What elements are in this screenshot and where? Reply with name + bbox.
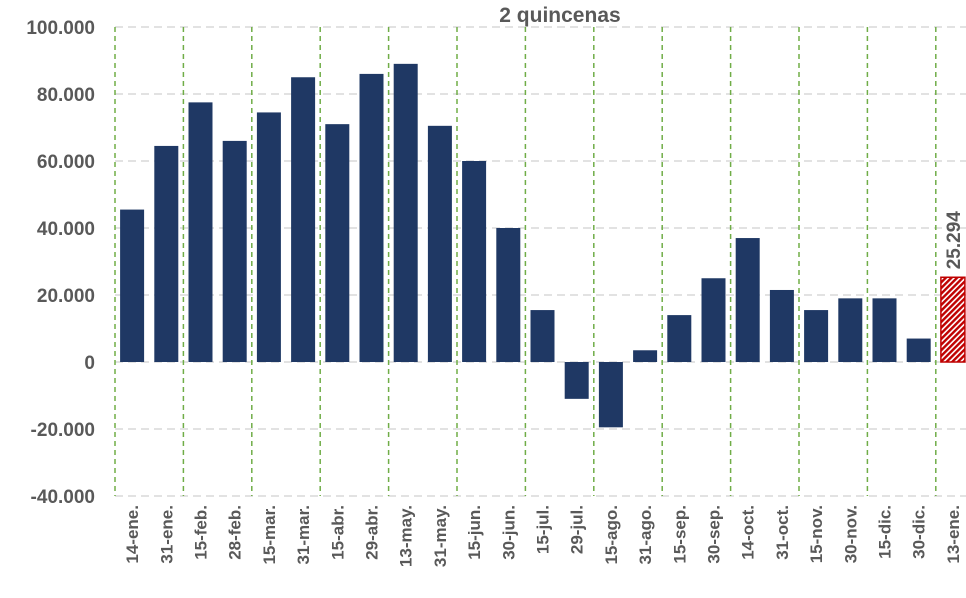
x-tick-label: 30-nov. <box>841 505 860 563</box>
bar <box>838 298 863 362</box>
x-tick-label: 15-ago. <box>602 505 621 565</box>
bar <box>667 315 692 362</box>
y-tick-label: 40.000 <box>37 219 95 240</box>
x-tick-label: 30-dic. <box>910 505 929 559</box>
bar <box>804 310 829 362</box>
x-tick-label: 13-ene. <box>944 505 963 564</box>
bar <box>633 350 658 362</box>
bar <box>325 124 350 363</box>
bar <box>462 161 487 362</box>
y-tick-label: 80.000 <box>37 85 95 106</box>
y-tick-label: 60.000 <box>37 152 95 173</box>
x-tick-label: 15-mar. <box>260 505 279 565</box>
x-tick-label: 15-sep. <box>670 505 689 564</box>
bar <box>564 362 589 399</box>
x-tick-label: 30-jun. <box>499 505 518 560</box>
x-tick-label: 14-ene. <box>123 505 142 564</box>
bar <box>906 338 931 362</box>
y-tick-label: 0 <box>84 353 95 374</box>
x-tick-label: 14-oct. <box>739 505 758 560</box>
bar <box>154 145 179 362</box>
bar <box>735 238 760 362</box>
bar <box>256 112 281 362</box>
x-tick-label: 28-feb. <box>226 505 245 560</box>
bar <box>120 209 145 362</box>
bar <box>427 125 452 362</box>
bar <box>872 298 897 362</box>
x-tick-label: 15-dic. <box>876 505 895 559</box>
x-tick-label: 31-may. <box>431 505 450 567</box>
x-tick-label: 30-sep. <box>705 505 724 564</box>
x-tick-label: 29-jul. <box>568 505 587 554</box>
bar <box>291 77 316 362</box>
bar <box>530 310 555 362</box>
bar <box>769 289 794 362</box>
y-tick-label: 100.000 <box>26 18 95 39</box>
x-tick-label: 13-may. <box>397 505 416 567</box>
x-tick-label: 31-oct. <box>773 505 792 560</box>
x-tick-label: 31-mar. <box>294 505 313 565</box>
bar <box>222 140 247 362</box>
x-tick-label: 15-jul. <box>534 505 553 554</box>
x-tick-label: 15-jun. <box>465 505 484 560</box>
x-tick-label: 29-abr. <box>363 505 382 560</box>
bar <box>496 228 521 362</box>
x-tick-label: 15-nov. <box>807 505 826 563</box>
x-tick-label: 31-ene. <box>157 505 176 564</box>
x-tick-label: 15-abr. <box>328 505 347 560</box>
bar <box>701 278 726 362</box>
bar <box>188 102 213 362</box>
value-label: 25.294 <box>944 211 965 270</box>
bar <box>598 362 623 428</box>
chart-title: 2 quincenas <box>499 4 620 27</box>
x-tick-label: 15-feb. <box>192 505 211 560</box>
y-tick-label: -40.000 <box>31 487 95 508</box>
x-tick-label: 31-ago. <box>636 505 655 565</box>
y-tick-label: -20.000 <box>31 420 95 441</box>
bar <box>359 73 384 363</box>
bar <box>940 276 966 363</box>
bar <box>393 63 418 362</box>
y-tick-label: 20.000 <box>37 286 95 307</box>
